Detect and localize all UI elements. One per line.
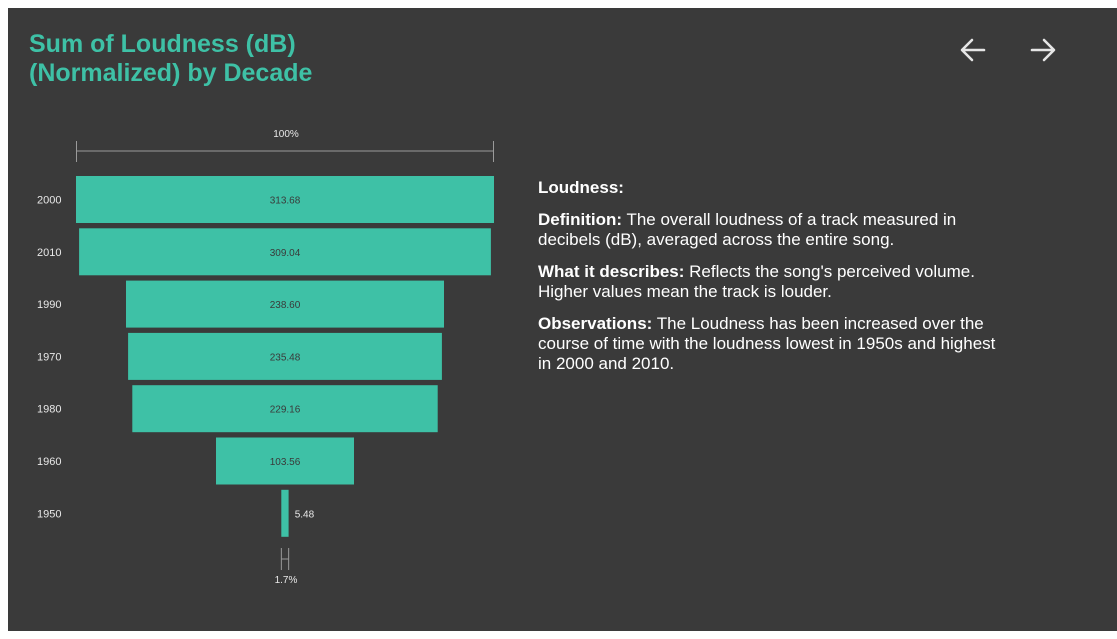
value-label-1950: 5.48 xyxy=(295,509,315,520)
title-line-1: Sum of Loudness (dB) xyxy=(29,30,296,58)
funnel-bar-1960 xyxy=(216,437,354,485)
top-percent-bracket xyxy=(76,141,494,162)
describes-paragraph: What it describes: Reflects the song's p… xyxy=(538,262,1008,302)
arrow-right-icon[interactable] xyxy=(1023,30,1063,70)
category-label-1970: 1970 xyxy=(37,351,61,363)
funnel-bar-1980 xyxy=(132,385,438,433)
definition-label: Definition: xyxy=(538,210,623,229)
observations-paragraph: Observations: The Loudness has been incr… xyxy=(538,314,1008,374)
title-line-2: (Normalized) by Decade xyxy=(29,59,313,87)
value-label-1970: 235.48 xyxy=(270,352,301,363)
category-label-1950: 1950 xyxy=(37,508,61,520)
arrow-left-icon[interactable] xyxy=(953,30,993,70)
value-label-1990: 238.60 xyxy=(270,300,301,311)
funnel-bar-1990 xyxy=(126,280,444,328)
funnel-bar-2000 xyxy=(76,176,494,223)
description-panel: Loudness: Definition: The overall loudne… xyxy=(538,178,1008,386)
describes-label: What it describes: xyxy=(538,262,685,281)
funnel-chart: 100% 2000 313.68 2010 309.04 1990 238.60 1970 2… xyxy=(37,129,494,586)
value-label-2010: 309.04 xyxy=(270,248,301,259)
observations-label: Observations: xyxy=(538,314,653,333)
category-label-1980: 1980 xyxy=(37,404,61,416)
category-label-2000: 2000 xyxy=(37,195,61,207)
category-label-2010: 2010 xyxy=(37,247,61,259)
category-label-1960: 1960 xyxy=(37,456,61,468)
funnel-bar-2010 xyxy=(79,228,491,276)
value-label-1960: 103.56 xyxy=(270,457,301,468)
definition-text: The overall loudness of a track measured… xyxy=(538,210,957,249)
definition-paragraph: Definition: The overall loudness of a tr… xyxy=(538,210,1008,250)
funnel-bar-1970 xyxy=(128,332,442,380)
panel-heading: Loudness: xyxy=(538,178,624,197)
bottom-percent-bracket xyxy=(280,548,290,570)
bottom-percent-label: 1.7% xyxy=(275,575,298,586)
describes-text: Reflects the song's perceived volume. Hi… xyxy=(538,262,975,301)
page-title: Sum of Loudness (dB) (Normalized) by Dec… xyxy=(29,30,312,88)
top-percent-label: 100% xyxy=(273,129,299,140)
category-label-1990: 1990 xyxy=(37,299,61,311)
value-label-2000: 313.68 xyxy=(270,196,301,207)
funnel-bar-1950 xyxy=(281,489,289,537)
value-label-1980: 229.16 xyxy=(270,405,301,416)
observations-text: The Loudness has been increased over the… xyxy=(538,314,996,373)
